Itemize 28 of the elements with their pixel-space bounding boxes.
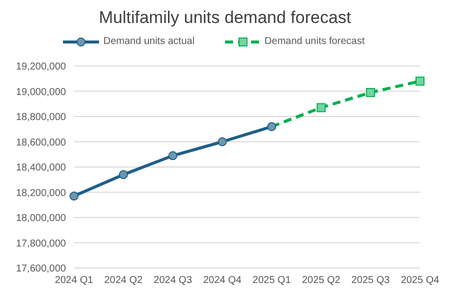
- point: [416, 76, 424, 86]
- x-tick-label: 2024 Q1: [54, 275, 94, 286]
- point: [316, 103, 326, 112]
- point: [168, 151, 178, 160]
- point: [70, 192, 78, 201]
- y-tick-label: 18,800,000: [16, 112, 66, 124]
- legend-label: Demand units forecast: [264, 36, 365, 47]
- point: [118, 170, 128, 180]
- x-tick-label: 2024 Q2: [104, 275, 144, 286]
- point: [218, 137, 227, 146]
- x-tick-label: 2024 Q4: [203, 275, 242, 286]
- x-tick-label: 2025 Q3: [351, 275, 390, 286]
- chart-title: Multifamily units demand forecast: [98, 8, 352, 29]
- x-tick-label: 2025 Q1: [252, 275, 292, 286]
- x-tick-label: 2025 Q2: [302, 275, 341, 286]
- point: [366, 88, 376, 98]
- y-tick-label: 17,600,000: [16, 264, 66, 275]
- y-tick-label: 19,200,000: [16, 62, 66, 73]
- y-tick-label: 19,000,000: [16, 86, 66, 98]
- y-tick-label: 18,000,000: [16, 213, 66, 224]
- x-tick-label: 2024 Q3: [154, 275, 192, 286]
- y-tick-label: 17,800,000: [16, 238, 66, 250]
- y-tick-label: 18,400,000: [16, 162, 66, 174]
- y-tick-label: 18,200,000: [16, 188, 66, 199]
- x-tick-label: 2025 Q4: [400, 275, 440, 286]
- y-tick-label: 18,600,000: [16, 137, 66, 148]
- point: [267, 122, 276, 132]
- legend-label: Demand units actual: [102, 36, 195, 47]
